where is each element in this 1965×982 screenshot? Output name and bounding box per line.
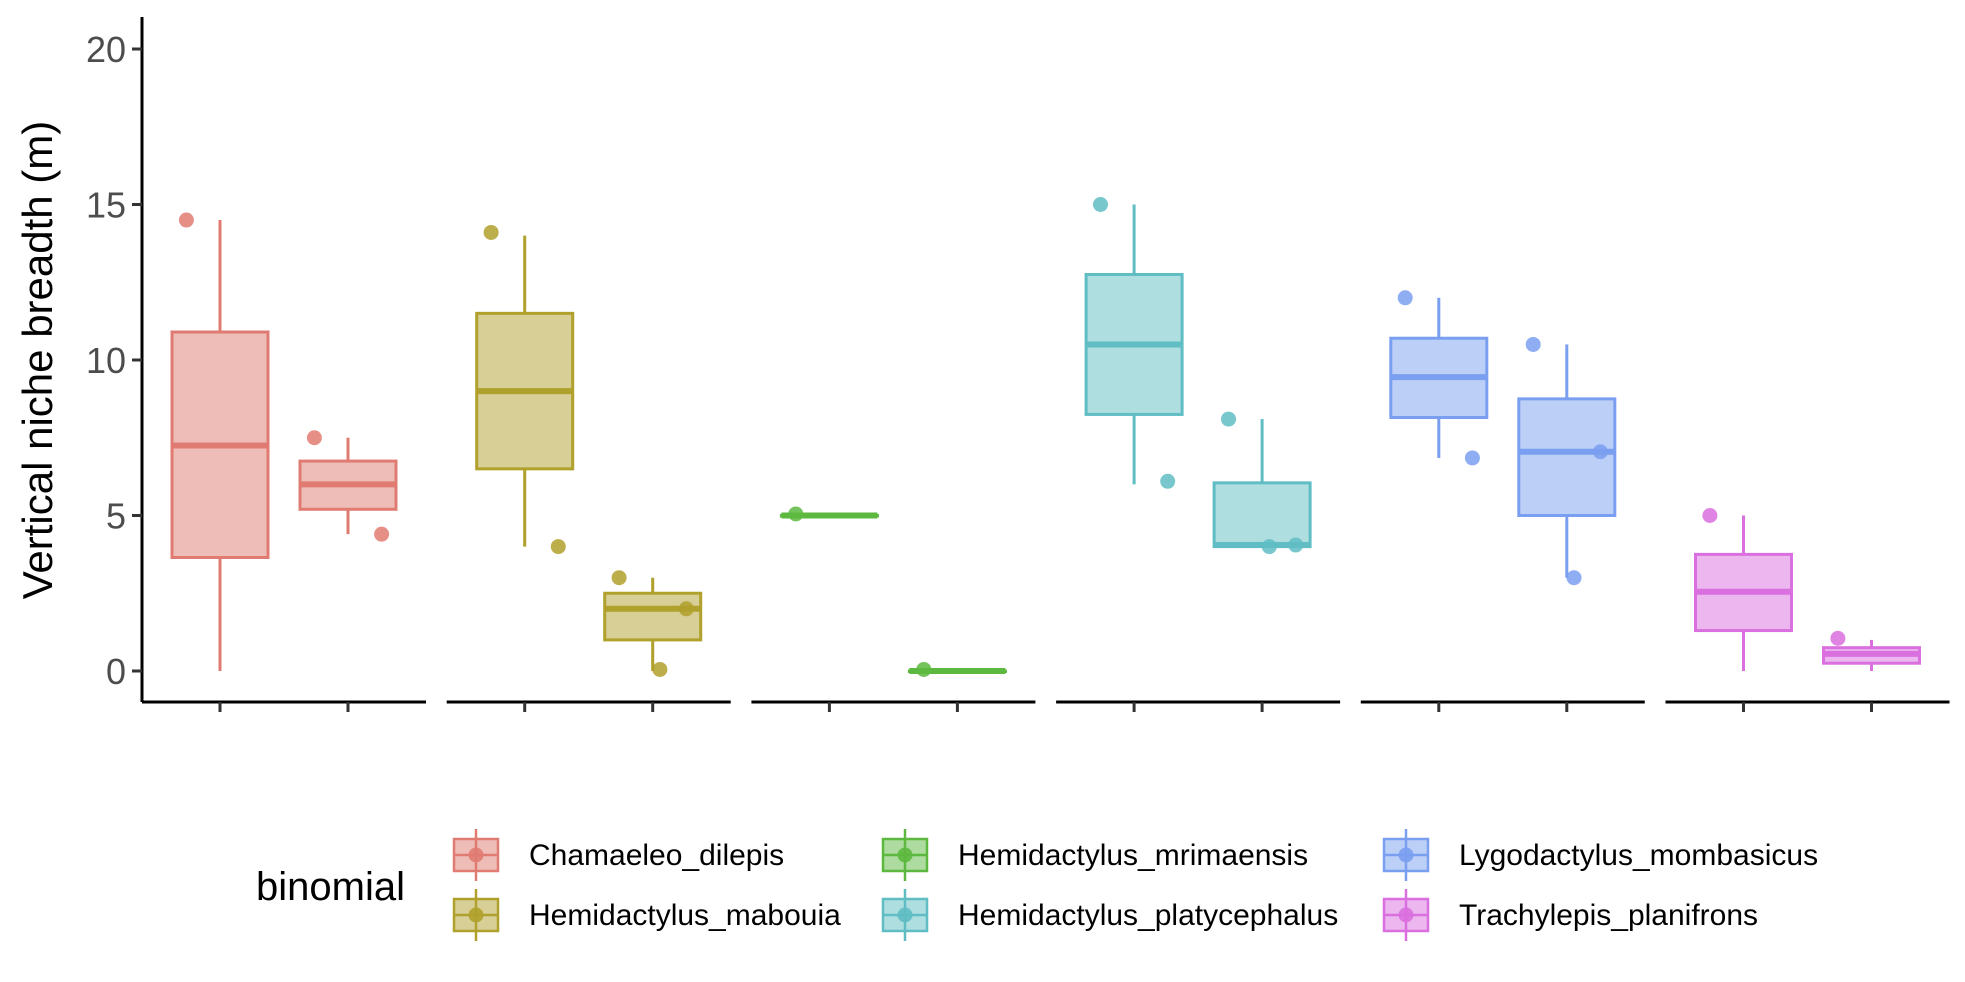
data-point [1093, 197, 1108, 212]
legend-key-point [897, 847, 913, 863]
legend: binomial Chamaeleo_dilepis Hemidactylus_m… [256, 829, 1818, 941]
legend-key-point [897, 907, 913, 923]
legend-label: Hemidactylus_mabouia [529, 899, 841, 932]
y-axis-title: Vertical niche breadth (m) [14, 121, 61, 600]
y-tick-label: 0 [106, 651, 126, 692]
facet-panel [751, 506, 1036, 712]
legend-entry: Hemidactylus_mrimaensis [881, 829, 1308, 881]
data-point [1288, 537, 1304, 553]
data-point [1525, 336, 1541, 352]
box-Hemidactylus_platycephalus-2 [1212, 411, 1312, 712]
legend-entry: Trachylepis_planifrons [1382, 889, 1758, 941]
data-point [483, 224, 499, 240]
legend-label: Chamaeleo_dilepis [529, 839, 784, 872]
data-point [788, 506, 804, 522]
facet-panel [446, 224, 731, 712]
y-tick-label: 5 [106, 496, 126, 537]
y-tick-label: 20 [86, 29, 126, 70]
data-point [1464, 450, 1480, 466]
box-rect [603, 591, 703, 642]
legend-key-point [1398, 907, 1414, 923]
box-rect [1212, 481, 1312, 549]
facet-panel [1056, 197, 1341, 712]
data-point [1702, 508, 1718, 523]
legend-entry: Hemidactylus_mabouia [452, 889, 841, 941]
legend-label: Hemidactylus_mrimaensis [958, 839, 1308, 872]
data-point [916, 661, 932, 677]
box-Hemidactylus_mabouia-2 [603, 570, 703, 712]
y-tick-label: 15 [86, 185, 126, 226]
legend-key-point [468, 907, 484, 923]
box-Hemidactylus_mrimaensis-2 [907, 661, 1007, 712]
data-point [306, 430, 322, 446]
legend-label: Hemidactylus_platycephalus [958, 899, 1338, 932]
y-tick-label: 10 [86, 340, 126, 381]
legend-entry: Chamaeleo_dilepis [452, 829, 784, 881]
facet-panel [142, 212, 426, 712]
box-Trachylepis_planifrons-1 [1694, 508, 1793, 712]
data-point [1592, 444, 1608, 460]
facet-panels [142, 197, 1950, 712]
facet-panel [1360, 290, 1645, 712]
box-Hemidactylus_mabouia-1 [475, 224, 575, 712]
box-Trachylepis_planifrons-2 [1822, 630, 1921, 712]
data-point [1566, 570, 1582, 586]
data-point [1261, 539, 1277, 555]
data-point [611, 570, 627, 586]
data-point [1160, 473, 1176, 489]
legend-label: Trachylepis_planifrons [1459, 899, 1758, 932]
legend-key-point [468, 847, 484, 863]
data-point [550, 539, 566, 555]
box-Chamaeleo_dilepis-2 [298, 430, 398, 712]
box-Chamaeleo_dilepis-1 [170, 212, 270, 712]
legend-entry: Lygodactylus_mombasicus [1382, 829, 1818, 881]
legend-entries: Chamaeleo_dilepis Hemidactylus_mabouia Hem… [452, 829, 1818, 941]
y-axis: 0 5 10 15 20 [86, 17, 144, 702]
data-point [1221, 411, 1236, 427]
data-point [1397, 290, 1413, 306]
box-Lygodactylus_mombasicus-1 [1389, 290, 1489, 712]
data-point [178, 212, 194, 228]
legend-entry: Hemidactylus_platycephalus [881, 889, 1338, 941]
legend-title: binomial [256, 865, 405, 909]
data-point [652, 661, 668, 677]
data-point [678, 601, 694, 617]
box-Hemidactylus_platycephalus-1 [1084, 197, 1184, 712]
facet-panel [1665, 508, 1950, 712]
box-Hemidactylus_mrimaensis-1 [779, 506, 879, 712]
legend-label: Lygodactylus_mombasicus [1459, 839, 1818, 872]
data-point [374, 526, 390, 542]
box-Lygodactylus_mombasicus-2 [1517, 336, 1617, 712]
legend-key-point [1398, 847, 1414, 863]
data-point [1830, 630, 1846, 646]
